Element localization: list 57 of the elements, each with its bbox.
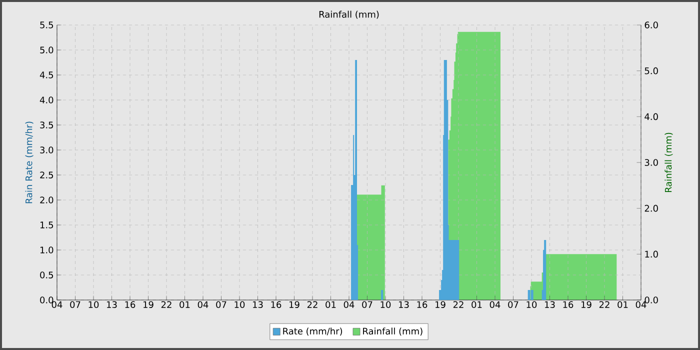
y2-tick-label: 2.0 bbox=[644, 204, 658, 212]
x-tick-label: 19 bbox=[582, 301, 592, 308]
x-tick-label: 07 bbox=[362, 301, 372, 308]
x-tick-label: 19 bbox=[290, 301, 300, 308]
y2-tick-label: 6.0 bbox=[644, 22, 658, 28]
y2-tick-label: 3.0 bbox=[644, 159, 658, 166]
y-tick-label: 1.0 bbox=[40, 246, 54, 254]
x-tick-label: 04 bbox=[52, 301, 62, 308]
x-tick-label: 10 bbox=[526, 301, 537, 308]
x-tick-label: 22 bbox=[453, 301, 464, 308]
x-tick-label: 04 bbox=[490, 301, 500, 308]
y-tick-label: 1.5 bbox=[40, 222, 54, 228]
x-tick-label: 19 bbox=[436, 301, 446, 308]
y2-axis-title: Rainfall (mm) bbox=[664, 132, 673, 192]
x-tick-label: 07 bbox=[216, 301, 226, 308]
y-tick-label: 3.5 bbox=[40, 122, 54, 128]
x-tick-label: 22 bbox=[599, 301, 610, 308]
y2-tick-label: 0.0 bbox=[644, 296, 658, 304]
y2-tick-label: 5.0 bbox=[644, 67, 658, 74]
y-tick-label: 0.5 bbox=[40, 272, 54, 278]
x-tick-label: 22 bbox=[307, 301, 318, 308]
x-tick-label: 13 bbox=[399, 301, 409, 308]
x-tick-label: 04 bbox=[198, 301, 208, 308]
y-tick-label: 5.5 bbox=[40, 22, 54, 28]
x-tick-label: 01 bbox=[472, 301, 482, 308]
x-tick-label: 16 bbox=[417, 301, 428, 308]
y-tick-label: 3.0 bbox=[40, 146, 54, 154]
x-tick-label: 16 bbox=[563, 301, 574, 308]
x-tick-label: 01 bbox=[180, 301, 190, 308]
x-tick-label: 04 bbox=[636, 301, 646, 308]
legend-label: Rate (mm/hr) bbox=[283, 328, 342, 336]
y-axis-title: Rain Rate (mm/hr) bbox=[25, 122, 34, 204]
y-tick-label: 4.5 bbox=[40, 72, 54, 78]
x-tick-label: 13 bbox=[545, 301, 555, 308]
y-tick-label: 2.5 bbox=[40, 172, 54, 178]
y-tick-label: 0.0 bbox=[40, 296, 54, 304]
x-tick-label: 13 bbox=[107, 301, 117, 308]
y-tick-label: 2.0 bbox=[40, 196, 54, 204]
chart-title: Rainfall (mm) bbox=[319, 10, 379, 19]
x-tick-label: 10 bbox=[234, 301, 245, 308]
x-tick-label: 16 bbox=[125, 301, 136, 308]
x-tick-label: 01 bbox=[326, 301, 336, 308]
x-tick-label: 16 bbox=[271, 301, 282, 308]
x-tick-label: 13 bbox=[253, 301, 263, 308]
x-tick-label: 19 bbox=[144, 301, 154, 308]
x-tick-label: 10 bbox=[380, 301, 391, 308]
x-tick-label: 04 bbox=[344, 301, 354, 308]
legend-label: Rainfall (mm) bbox=[363, 328, 422, 336]
y2-tick-label: 1.0 bbox=[645, 250, 658, 258]
y-tick-label: 4.0 bbox=[40, 96, 54, 104]
x-tick-label: 22 bbox=[161, 301, 172, 308]
y2-tick-label: 4.0 bbox=[644, 113, 658, 120]
y-tick-label: 5.0 bbox=[40, 46, 54, 54]
x-tick-label: 07 bbox=[70, 301, 80, 308]
x-tick-label: 10 bbox=[88, 301, 99, 308]
x-tick-label: 07 bbox=[508, 301, 518, 308]
x-tick-label: 01 bbox=[618, 301, 628, 308]
